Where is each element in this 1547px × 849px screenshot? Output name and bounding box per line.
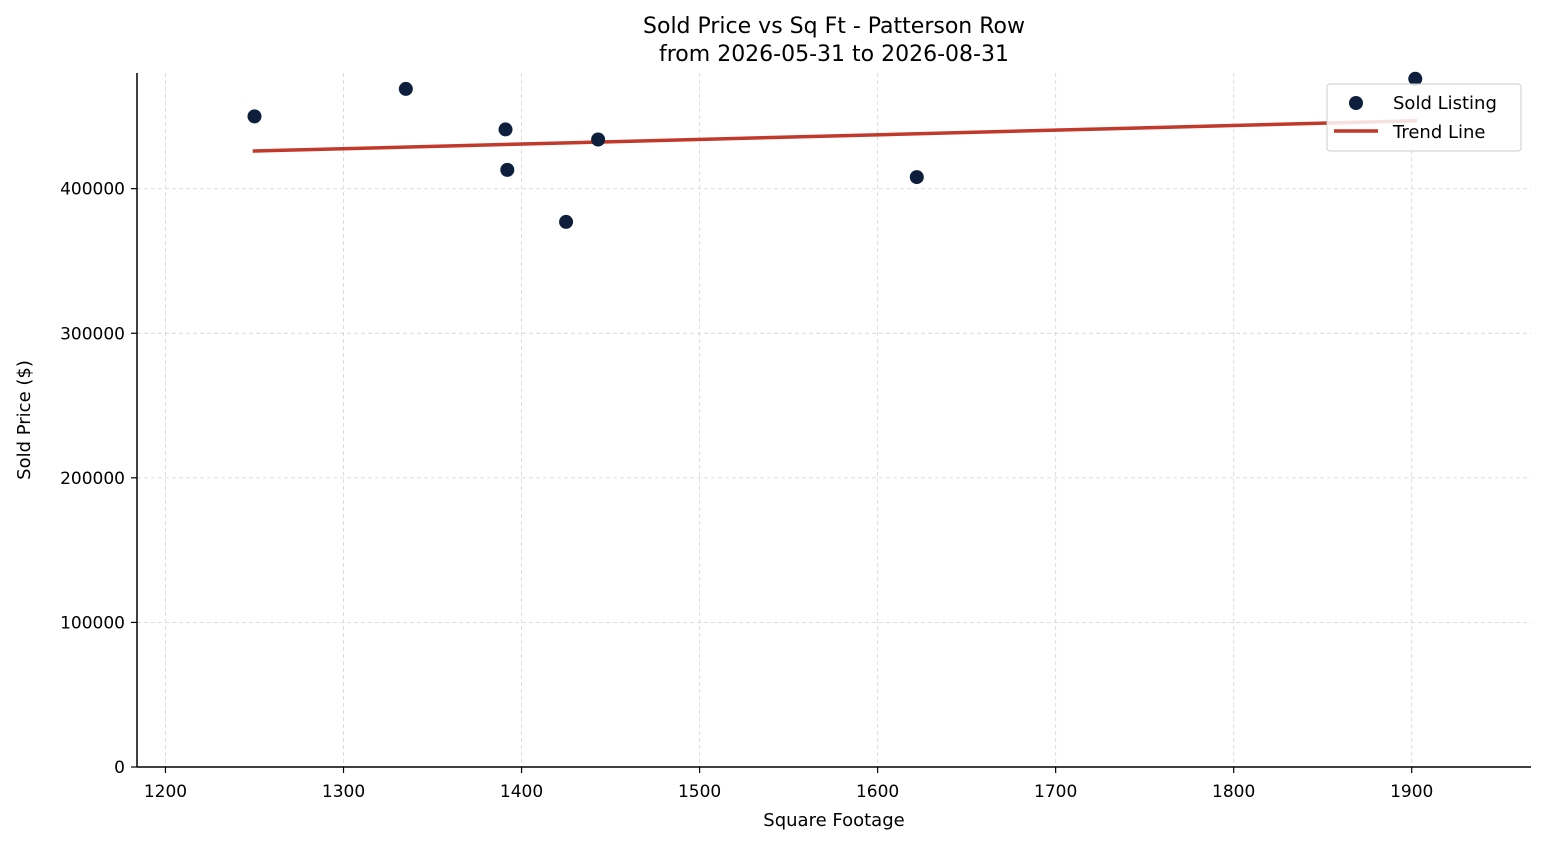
x-tick-label: 1200 xyxy=(144,782,187,802)
axes xyxy=(136,73,1531,768)
x-tick-label: 1700 xyxy=(1034,782,1077,802)
y-tick-label: 200000 xyxy=(60,469,125,489)
y-tick-label: 400000 xyxy=(60,180,125,200)
sold-listing-point xyxy=(559,214,574,229)
sold-listing-point xyxy=(909,170,924,185)
legend: Sold Listing Trend Line xyxy=(1326,83,1522,152)
sold-listing-point xyxy=(591,132,606,147)
plot-area xyxy=(247,71,1423,229)
y-axis-label: Sold Price ($) xyxy=(14,360,35,480)
legend-marker-sold-listing xyxy=(1349,96,1363,110)
x-tick-label: 1600 xyxy=(856,782,899,802)
sold-listing-point xyxy=(498,122,513,137)
y-tick-label: 300000 xyxy=(60,324,125,344)
legend-box xyxy=(1326,83,1522,152)
grid xyxy=(137,73,1531,767)
trend-line xyxy=(252,118,1418,153)
chart-subtitle: from 2026-05-31 to 2026-08-31 xyxy=(659,42,1009,67)
sold-listing-point xyxy=(247,109,262,124)
sold-listing-point xyxy=(1408,71,1423,86)
y-tick-label: 0 xyxy=(114,758,125,778)
legend-label-trend-line: Trend Line xyxy=(1392,122,1486,143)
x-tick-label: 1800 xyxy=(1212,782,1255,802)
y-tick-label: 100000 xyxy=(60,613,125,633)
x-tick-label: 1400 xyxy=(500,782,543,802)
x-tick-label: 1500 xyxy=(678,782,721,802)
sold-listing-point xyxy=(398,81,413,96)
ticks: 1200 1300 1400 1500 1600 1700 1800 1900 0 100000 2… xyxy=(60,180,1433,802)
x-axis-label: Square Footage xyxy=(763,810,904,831)
sold-listing-point xyxy=(500,162,515,177)
legend-label-sold-listing: Sold Listing xyxy=(1393,93,1497,114)
chart-title: Sold Price vs Sq Ft - Patterson Row xyxy=(643,14,1025,39)
x-tick-label: 1900 xyxy=(1390,782,1433,802)
x-tick-label: 1300 xyxy=(322,782,365,802)
